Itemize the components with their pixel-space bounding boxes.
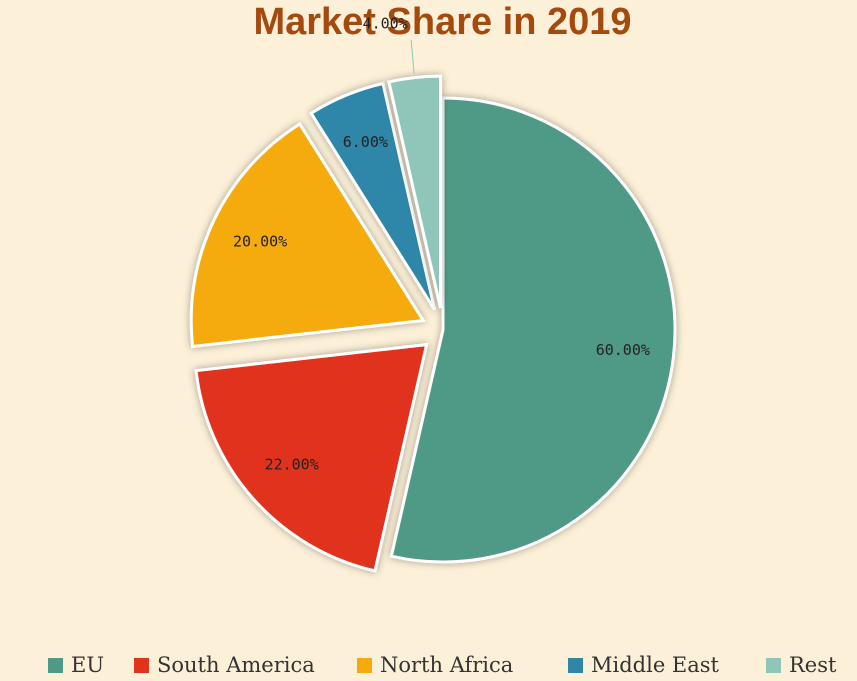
legend-swatch [766,657,781,673]
legend-item-south-america[interactable]: South America [134,650,315,680]
legend-swatch [48,657,63,673]
legend-label: Rest [789,653,837,677]
legend-label: North Africa [380,653,514,677]
pie-slice-eu [389,96,677,564]
data-label-eu: 60.00% [596,341,650,359]
legend-item-eu[interactable]: EU [48,650,104,680]
legend-swatch [134,657,149,673]
pie-chart: 60.00% 22.00% 20.00% 6.00% 4.00% [189,14,677,573]
legend-label: South America [157,653,315,677]
chart-legend: EU South America North Africa Middle East Re… [0,650,857,680]
data-label-middle-east: 6.00% [343,133,388,151]
legend-swatch [357,657,372,673]
pie-slice-middle-east [309,81,437,311]
legend-label: Middle East [591,653,719,677]
legend-item-north-africa[interactable]: North Africa [357,650,513,680]
pie-slice-rest [387,74,443,309]
data-label-south-america: 22.00% [265,456,319,474]
legend-label: EU [71,653,105,677]
label-leader-line [410,39,415,74]
pie-slice-north-africa [189,121,426,349]
legend-swatch [568,657,583,673]
legend-item-rest[interactable]: Rest [766,650,836,680]
chart-title: Market Share in 2019 [253,1,632,43]
data-label-north-africa: 20.00% [233,232,287,250]
data-label-rest: 4.00% [363,14,408,32]
pie-slice-south-america [194,342,429,573]
legend-item-middle-east[interactable]: Middle East [568,650,719,680]
